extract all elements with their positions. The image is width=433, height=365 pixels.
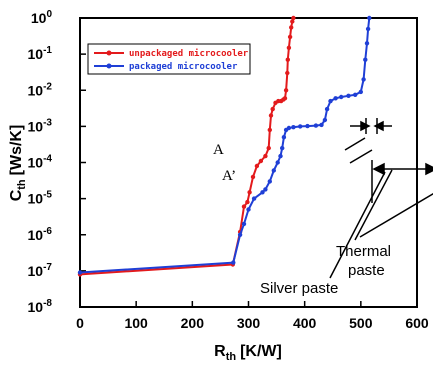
data-point [289, 25, 294, 30]
data-point [267, 127, 272, 133]
data-point [263, 187, 268, 192]
x-tick-label: 300 [237, 315, 261, 331]
data-point [305, 123, 310, 129]
data-point [324, 106, 330, 112]
annotation-a-prime-pointer [349, 149, 373, 164]
data-point [285, 70, 290, 76]
data-point [241, 204, 247, 209]
data-point [333, 96, 338, 101]
annotation-a-prime: A’ [222, 168, 236, 184]
data-point [280, 145, 285, 151]
data-point [275, 160, 280, 165]
data-point [77, 270, 83, 275]
data-point [286, 125, 292, 131]
y-axis-title: Cth[Ws/K] [8, 125, 28, 202]
legend-label-packaged: packaged microcooler [129, 61, 238, 72]
data-point [266, 145, 271, 151]
data-point [260, 190, 265, 195]
data-point [365, 26, 371, 32]
y-tick-label: 100 [31, 9, 53, 26]
silver-paste-leader [329, 171, 386, 279]
data-point [291, 15, 296, 21]
x-tick-label: 400 [293, 315, 317, 331]
y-tick-label: 10-4 [28, 154, 53, 171]
data-point [247, 190, 252, 195]
x-tick-label: 500 [349, 315, 373, 331]
data-point [353, 92, 358, 98]
y-axis-ticks: 100 10-1 10-2 10-3 10-4 10-5 10-6 10-7 10-8 [28, 9, 86, 315]
annotation-paste: paste [348, 262, 385, 279]
data-point [361, 77, 366, 82]
data-point [263, 153, 268, 159]
series-line-1 [79, 17, 371, 274]
data-point [286, 45, 292, 50]
silver-paste-right-head [425, 162, 433, 176]
data-point [258, 158, 264, 164]
annotation-a-left-arrowhead [360, 120, 371, 132]
annotation-silver-paste: Silver paste [260, 280, 338, 297]
y-tick-label: 10-5 [28, 190, 53, 207]
series-layer [77, 15, 372, 277]
annotations [329, 118, 433, 279]
data-point [363, 57, 368, 62]
data-point [246, 207, 251, 212]
data-point [250, 174, 256, 180]
silver-paste-left-head [372, 162, 385, 176]
data-point [290, 19, 295, 24]
data-point [267, 179, 272, 184]
x-axis-ticks: 0 100 200 300 400 500 600 [76, 301, 429, 331]
data-point [281, 135, 287, 140]
y-tick-label: 10-1 [28, 45, 53, 62]
data-point [319, 122, 324, 128]
data-point [346, 93, 351, 99]
thermal-paste-leader-2 [359, 192, 433, 238]
data-point [291, 125, 296, 130]
data-point [285, 57, 290, 62]
data-point [237, 232, 243, 237]
data-point [339, 94, 344, 100]
data-point [283, 88, 289, 93]
legend-marker-unpackaged [106, 50, 112, 56]
legend: unpackaged microcooler packaged microcoo… [87, 43, 251, 75]
data-point [313, 123, 319, 128]
legend-marker-packaged [106, 63, 112, 69]
annotation-a-right-arrowhead [373, 120, 384, 132]
y-tick-label: 10-8 [28, 298, 53, 315]
x-tick-label: 0 [76, 315, 84, 331]
data-point [278, 153, 283, 159]
data-point [254, 163, 260, 169]
data-point [271, 168, 276, 173]
data-point [282, 96, 288, 101]
data-point [367, 15, 372, 21]
legend-box [87, 43, 251, 75]
x-tick-label: 200 [181, 315, 205, 331]
y-tick-label: 10-6 [28, 226, 53, 243]
data-point [322, 117, 328, 123]
data-point [298, 124, 303, 129]
data-point [358, 89, 363, 95]
x-tick-label: 600 [405, 315, 429, 331]
data-point [328, 98, 333, 104]
x-tick-label: 100 [124, 315, 148, 331]
annotation-thermal: Thermal [336, 243, 391, 260]
data-point [268, 113, 274, 118]
annotation-a: A [213, 142, 224, 158]
data-point [270, 106, 275, 112]
y-tick-label: 10-7 [28, 262, 53, 279]
x-axis-title: Rth [K/W] [214, 343, 282, 363]
y-tick-label: 10-2 [28, 81, 53, 98]
annotation-a-pointer [344, 137, 366, 151]
data-point [231, 260, 236, 265]
thermal-paste-leader-1 [354, 169, 393, 241]
legend-label-unpackaged: unpackaged microcooler [129, 48, 249, 59]
data-point [364, 41, 370, 46]
data-point [245, 199, 250, 205]
y-tick-label: 10-3 [28, 117, 53, 134]
data-point [241, 221, 247, 227]
data-point [287, 34, 293, 40]
data-point [251, 196, 257, 201]
